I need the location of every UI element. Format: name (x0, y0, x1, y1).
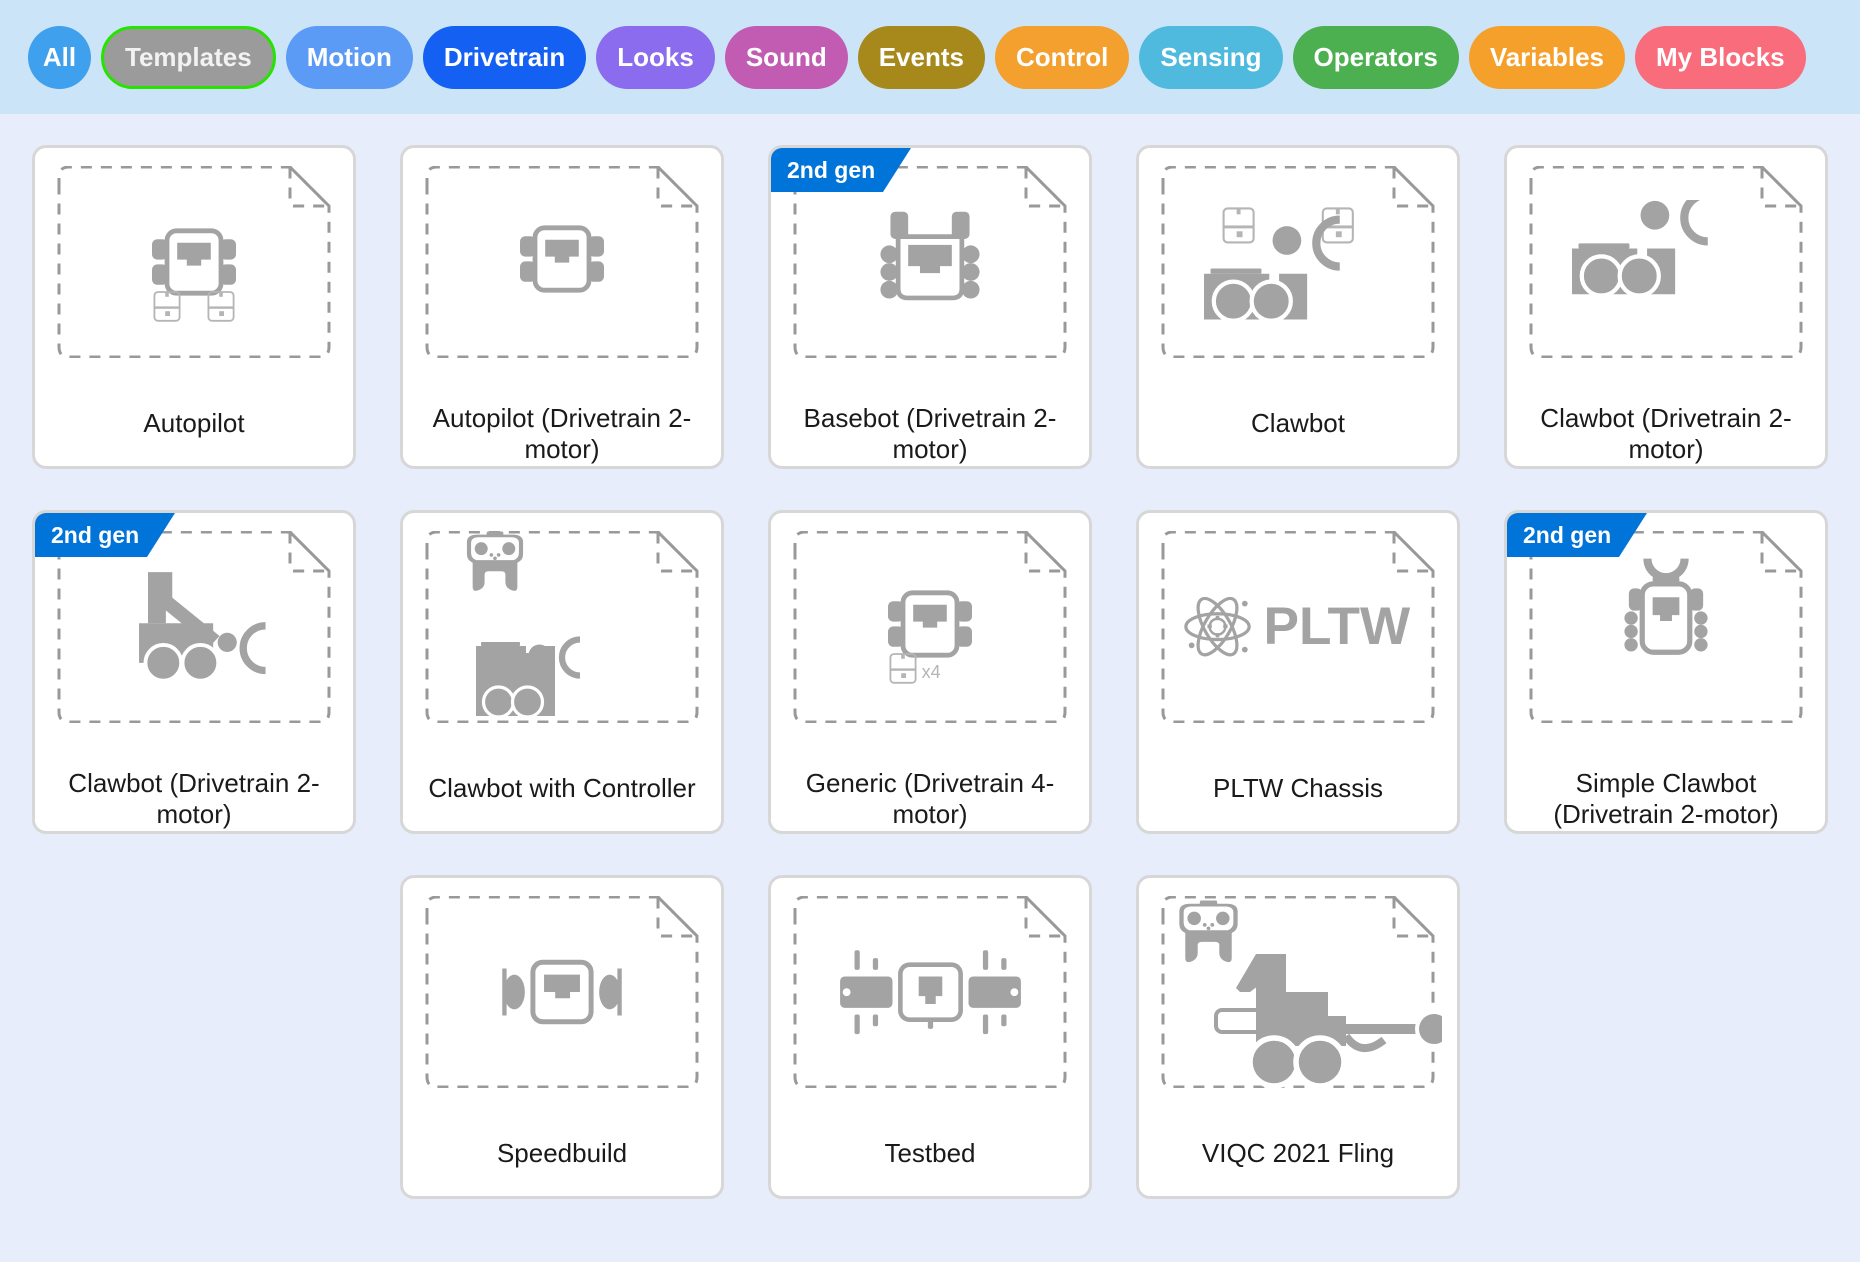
svg-text:PLTW: PLTW (1264, 597, 1411, 656)
svg-text:x4: x4 (922, 662, 941, 682)
